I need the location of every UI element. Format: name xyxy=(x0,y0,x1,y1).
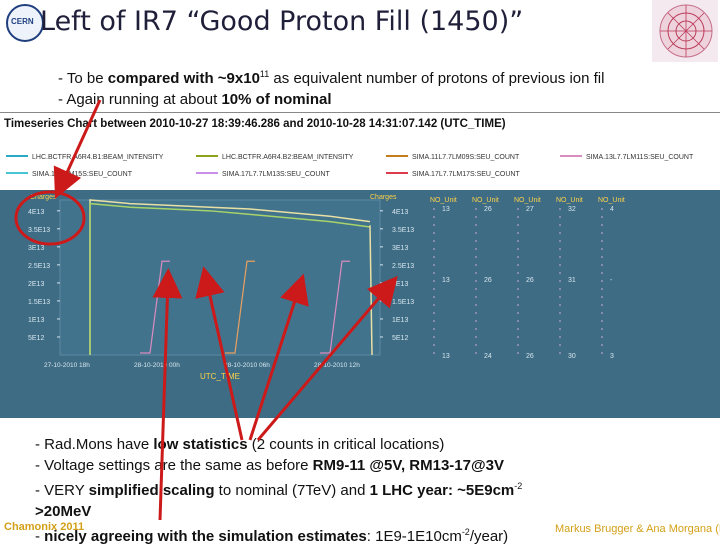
cern-logo-text: CERN xyxy=(11,17,34,26)
arrow-2 xyxy=(248,273,309,441)
arrow-3 xyxy=(256,275,398,441)
count-top-0: 13 xyxy=(442,206,450,213)
count-bot-0: 13 xyxy=(442,353,450,360)
bullet-scaling: - VERY simplified scaling to nominal (7T… xyxy=(35,481,523,499)
count-top-1: 26 xyxy=(484,206,492,213)
y-axis-right-label: Charges xyxy=(370,194,397,201)
count-mid-4: - xyxy=(610,277,613,284)
count-mid-3: 31 xyxy=(568,277,576,284)
arrow-to-beam xyxy=(53,99,102,199)
x-tick-1: 28-10-2010 00h xyxy=(134,362,180,369)
x-tick-0: 27-10-2010 18h xyxy=(44,362,90,369)
slide-title: Left of IR7 “Good Proton Fill (1450)” xyxy=(40,6,524,37)
y-tick-left-4: 2E13 xyxy=(28,281,44,288)
y-tick-right-2: 3E13 xyxy=(392,245,408,252)
count-mid-2: 26 xyxy=(526,277,534,284)
footer-authors: Markus Brugger & Ana Morgana (Mirage) xyxy=(555,523,720,535)
no-unit-header-2: NO_Unit xyxy=(514,197,541,204)
count-top-4: 4 xyxy=(610,206,614,213)
collision-event-graphic xyxy=(659,4,713,58)
legend-row1-0-label: LHC.BCTFR.A6R4.B1:BEAM_INTENSITY xyxy=(32,154,164,161)
no-unit-header-1: NO_Unit xyxy=(472,197,499,204)
count-mid-1: 26 xyxy=(484,277,492,284)
bullet-compare: - To be compared with ~9x1011 as equival… xyxy=(58,69,605,87)
count-top-2: 27 xyxy=(526,206,534,213)
y-tick-left-2: 3E13 xyxy=(28,245,44,252)
count-bot-4: 3 xyxy=(610,353,614,360)
seu-step-1 xyxy=(225,260,255,354)
bottom-text-block xyxy=(0,418,720,540)
legend-row1-2-label: SIMA.11L7.7LM09S:SEU_COUNT xyxy=(412,154,520,161)
arrow-4 xyxy=(152,268,183,521)
series-line-0 xyxy=(89,199,371,355)
bullet-radmons: - Rad.Mons have low statistics (2 counts… xyxy=(35,436,445,453)
bullet-voltage: - Voltage settings are the same as befor… xyxy=(35,457,504,474)
x-axis-label: UTC_TIME xyxy=(200,372,240,381)
y-tick-right-6: 1E13 xyxy=(392,317,408,324)
y-tick-right-4: 2E13 xyxy=(392,281,408,288)
y-tick-left-1: 3.5E13 xyxy=(28,227,50,234)
plot-area: Charges Charges 4E13 3.5E13 3E13 2.5E13 2E13 1.… xyxy=(0,190,720,418)
x-tick-3: 28-10-2010 12h xyxy=(314,362,360,369)
chart-legend: LHC.BCTFR.A6R4.B1:BEAM_INTENSITY LHC.BCTF… xyxy=(0,150,720,186)
y-tick-right-5: 1.5E13 xyxy=(392,299,414,306)
seu-step-2 xyxy=(320,260,350,354)
y-tick-left-5: 1.5E13 xyxy=(28,299,50,306)
y-tick-right-0: 4E13 xyxy=(392,209,408,216)
no-unit-header-0: NO_Unit xyxy=(430,197,457,204)
collision-event-logo xyxy=(652,0,718,62)
legend-row2-2-label: SIMA.17L7.7LM17S:SEU_COUNT xyxy=(412,171,520,178)
count-bot-1: 24 xyxy=(484,353,492,360)
y-tick-right-1: 3.5E13 xyxy=(392,227,414,234)
highlight-circle xyxy=(14,190,86,246)
legend-swatches: LHC.BCTFR.A6R4.B1:BEAM_INTENSITY LHC.BCTF… xyxy=(6,154,694,178)
no-unit-header-4: NO_Unit xyxy=(598,197,625,204)
seu-step-0 xyxy=(140,260,170,354)
count-bot-2: 26 xyxy=(526,353,534,360)
arrow-1 xyxy=(195,266,244,441)
no-unit-header-3: NO_Unit xyxy=(556,197,583,204)
legend-row2-1-label: SIMA.17L7.7LM13S:SEU_COUNT xyxy=(222,171,330,178)
legend-row2-0-label: SIMA.1.7.7.M15S:SEU_COUNT xyxy=(32,171,133,178)
y-axis-left-label: Charges xyxy=(30,194,57,201)
bullet-energy: >20MeV xyxy=(35,503,92,520)
y-tick-left-6: 1E13 xyxy=(28,317,44,324)
top-bullets: - To be compared with ~9x1011 as equival… xyxy=(58,64,604,110)
x-tick-2: 28-10-2010 06h xyxy=(224,362,270,369)
y-tick-left-7: 5E12 xyxy=(28,335,44,342)
count-mid-0: 13 xyxy=(442,277,450,284)
count-bot-3: 30 xyxy=(568,353,576,360)
cern-logo: CERN xyxy=(6,4,44,42)
y-tick-left-0: 4E13 xyxy=(28,209,44,216)
y-tick-left-3: 2.5E13 xyxy=(28,263,50,270)
legend-row1-1-label: LHC.BCTFR.A6R4.B2:BEAM_INTENSITY xyxy=(222,154,354,161)
footer-event: Chamonix 2011 xyxy=(4,521,85,533)
count-top-3: 32 xyxy=(568,206,576,213)
chart-header: Timeseries Chart between 2010-10-27 18:3… xyxy=(4,118,506,130)
series-line-1 xyxy=(89,202,371,355)
y-tick-right-7: 5E12 xyxy=(392,335,408,342)
y-tick-right-3: 2.5E13 xyxy=(392,263,414,270)
legend-row1-3-label: SIMA.13L7.7LM11S:SEU_COUNT xyxy=(586,154,694,161)
